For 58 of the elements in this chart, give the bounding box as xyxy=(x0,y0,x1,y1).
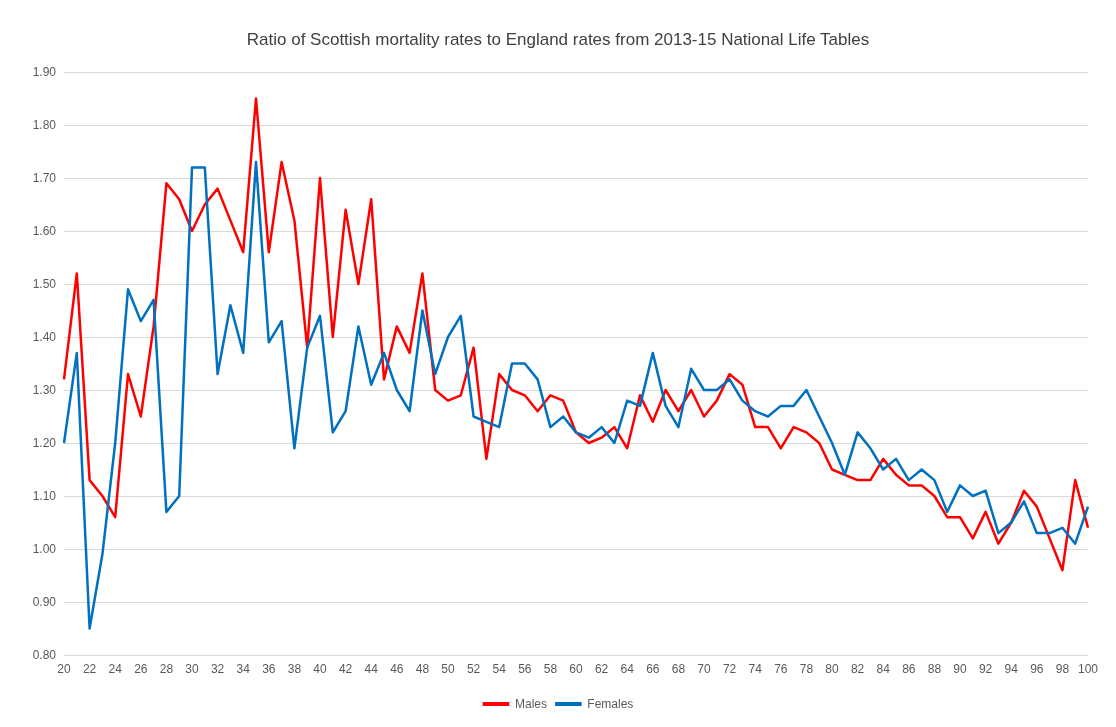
y-tick-label: 1.80 xyxy=(32,118,57,132)
y-tick-label: 1.10 xyxy=(32,489,57,503)
x-tick-label: 42 xyxy=(338,662,353,676)
x-tick-label: 62 xyxy=(594,662,609,676)
x-tick-label: 90 xyxy=(953,662,967,676)
x-tick-label: 54 xyxy=(492,662,507,676)
x-tick-label: 66 xyxy=(646,662,660,676)
x-tick-label: 24 xyxy=(108,662,123,676)
line-series xyxy=(62,160,1090,630)
x-tick-label: 56 xyxy=(518,662,532,676)
x-tick-label: 26 xyxy=(134,662,148,676)
x-tick-label: 94 xyxy=(1004,662,1019,676)
y-tick-label: 0.80 xyxy=(32,648,57,662)
y-tick-label: 1.50 xyxy=(32,277,57,291)
x-tick-label: 30 xyxy=(185,662,199,676)
x-tick-label: 92 xyxy=(978,662,993,676)
x-tick-label: 80 xyxy=(825,662,839,676)
x-tick-label: 74 xyxy=(748,662,763,676)
x-tick-label: 96 xyxy=(1030,662,1044,676)
x-tick-label: 20 xyxy=(57,662,71,676)
x-tick-label: 38 xyxy=(287,662,302,676)
legend-label: Males xyxy=(514,697,547,711)
x-tick-label: 44 xyxy=(364,662,379,676)
x-tick-label: 84 xyxy=(876,662,891,676)
y-tick-label: 1.40 xyxy=(32,330,57,344)
x-tick-label: 86 xyxy=(902,662,916,676)
x-tick-label: 52 xyxy=(466,662,481,676)
y-tick-label: 0.90 xyxy=(32,595,57,609)
x-tick-label: 32 xyxy=(210,662,225,676)
y-tick-label: 1.90 xyxy=(32,65,57,79)
x-tick-label: 76 xyxy=(774,662,788,676)
x-tick-label: 28 xyxy=(159,662,174,676)
x-tick-label: 88 xyxy=(927,662,942,676)
y-tick-label: 1.20 xyxy=(32,436,57,450)
x-tick-label: 68 xyxy=(671,662,686,676)
x-tick-label: 40 xyxy=(313,662,327,676)
y-tick-label: 1.60 xyxy=(32,224,57,238)
x-tick-label: 58 xyxy=(543,662,558,676)
x-tick-label: 70 xyxy=(697,662,711,676)
y-tick-label: 1.70 xyxy=(32,171,57,185)
x-tick-label: 46 xyxy=(390,662,404,676)
x-tick-label: 82 xyxy=(850,662,865,676)
x-tick-label: 34 xyxy=(236,662,251,676)
line-series xyxy=(62,97,1090,572)
x-tick-label: 22 xyxy=(82,662,97,676)
y-tick-label: 1.30 xyxy=(32,383,57,397)
x-tick-label: 64 xyxy=(620,662,635,676)
chart-title: Ratio of Scottish mortality rates to England rates from 2013-15 National Life Tables xyxy=(246,30,870,49)
x-tick-label: 98 xyxy=(1055,662,1070,676)
y-tick-label: 1.00 xyxy=(32,542,57,556)
legend-label: Females xyxy=(587,697,634,711)
x-tick-label: 72 xyxy=(722,662,737,676)
x-tick-label: 100 xyxy=(1077,662,1099,676)
x-tick-label: 50 xyxy=(441,662,455,676)
x-tick-label: 48 xyxy=(415,662,430,676)
x-tick-label: 78 xyxy=(799,662,814,676)
x-tick-label: 60 xyxy=(569,662,583,676)
x-tick-label: 36 xyxy=(262,662,276,676)
